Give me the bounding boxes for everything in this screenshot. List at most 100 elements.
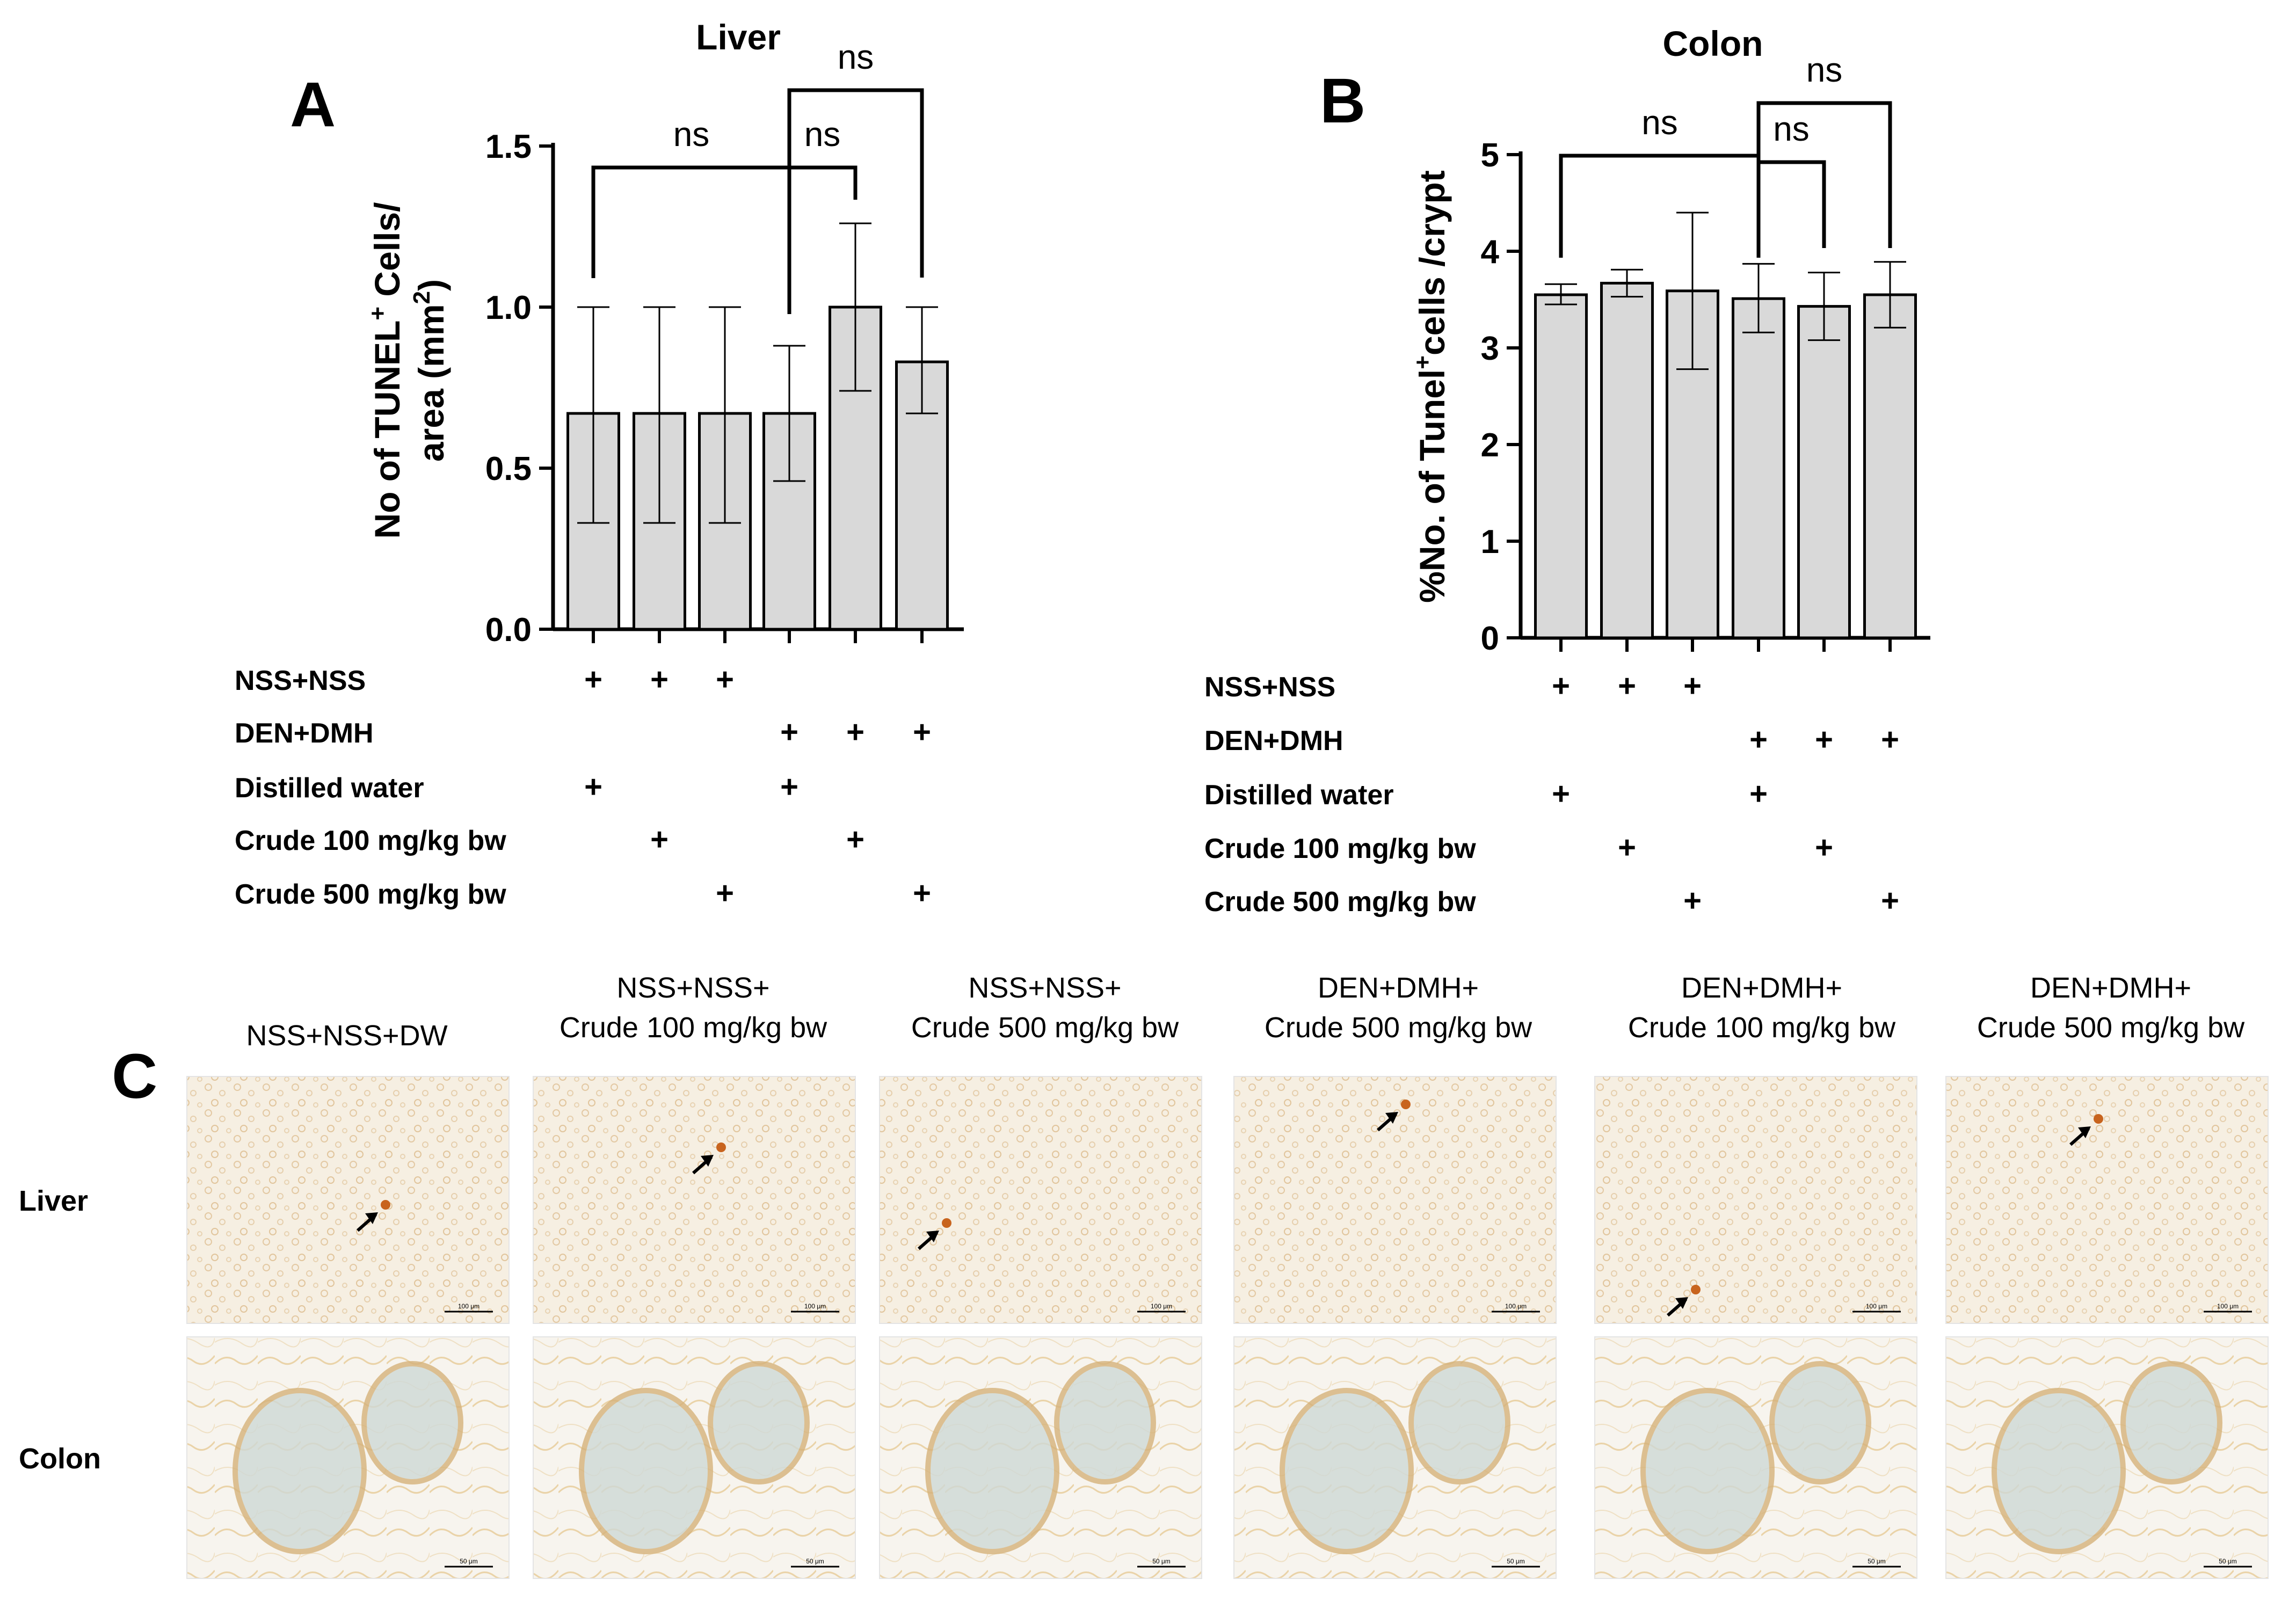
panel-b-y-axis-label: %No. of Tunel+cells /crypt bbox=[1409, 170, 1452, 603]
micrograph-header: DEN+DMH+ bbox=[2030, 972, 2191, 1004]
scale-bar-label: 50 μm bbox=[1507, 1558, 1525, 1565]
panel-b-condition-plus: + bbox=[1618, 668, 1636, 703]
panel-b-plot: 0 1 2 3 4 5 ns ns ns NSS+NSS + + + DEN+DMH + + + Distille… bbox=[1204, 50, 1930, 918]
panel-b-bar bbox=[1732, 297, 1785, 639]
panel-b-significance-bracket bbox=[1756, 160, 1826, 258]
tunel-cell-arrowhead bbox=[701, 1155, 714, 1167]
panel-a-ylabel-line2-end: ) bbox=[411, 279, 451, 291]
panel-b-condition-plus: + bbox=[1683, 668, 1702, 703]
panel-a-condition-plus: + bbox=[584, 769, 602, 804]
colon-crypt bbox=[708, 1361, 810, 1484]
panel-b-condition-plus: + bbox=[1552, 776, 1570, 811]
panel-b-condition-label: Crude 100 mg/kg bw bbox=[1204, 833, 1476, 864]
svg-text:area (mm2): area (mm2) bbox=[409, 279, 451, 462]
tunel-positive-cell bbox=[2094, 1114, 2103, 1124]
panel-a-condition-plus: + bbox=[650, 822, 669, 857]
panel-a-significance-label: ns bbox=[838, 38, 874, 76]
tunel-positive-cell bbox=[716, 1142, 726, 1152]
panel-a-significance-bracket bbox=[591, 165, 791, 314]
tunel-positive-cell bbox=[942, 1218, 951, 1228]
panel-b-significance-label: ns bbox=[1806, 50, 1843, 89]
micrograph-row-label: Liver bbox=[19, 1185, 88, 1217]
panel-b-y-tick-label: 0 bbox=[1481, 620, 1499, 657]
panel-b-y-tick-label: 5 bbox=[1481, 137, 1499, 174]
panel-b-condition-plus: + bbox=[1749, 776, 1768, 811]
colon-crypt bbox=[2120, 1361, 2222, 1484]
scale-bar-label: 100 μm bbox=[804, 1302, 826, 1310]
panel-b-condition-label: DEN+DMH bbox=[1204, 725, 1343, 756]
panel-b-condition-plus: + bbox=[1749, 722, 1768, 757]
panel-b-title: Colon bbox=[1663, 24, 1763, 63]
panel-a-condition-plus: + bbox=[716, 662, 734, 697]
tunel-cell-arrowhead bbox=[1385, 1112, 1398, 1124]
panel-b-bar bbox=[1863, 293, 1917, 639]
panel-b-y-tick-label: 4 bbox=[1481, 234, 1500, 271]
panel-a-condition-plus: + bbox=[584, 662, 602, 697]
panel-a-condition-label: Crude 100 mg/kg bw bbox=[235, 825, 506, 856]
scale-bar-label: 50 μm bbox=[2219, 1558, 2237, 1565]
panel-a-condition-plus: + bbox=[716, 876, 734, 911]
tunel-cell-arrowhead bbox=[1675, 1297, 1688, 1309]
panel-a-y-tick-label: 0.0 bbox=[485, 612, 532, 649]
colon-crypt bbox=[1769, 1361, 1871, 1484]
liver-micrograph bbox=[1945, 1076, 2269, 1324]
micrograph-header: NSS+NSS+ bbox=[968, 972, 1121, 1004]
scale-bar-label: 100 μm bbox=[1505, 1302, 1527, 1310]
tunel-positive-cell bbox=[381, 1200, 390, 1210]
panel-a-ylabel-line2-sup: 2 bbox=[409, 291, 435, 304]
scale-bar-label: 100 μm bbox=[1866, 1302, 1887, 1310]
colon-crypt bbox=[925, 1388, 1059, 1554]
panel-a-y-tick-label: 1.0 bbox=[485, 289, 532, 326]
panel-b-condition-plus: + bbox=[1815, 722, 1833, 757]
micrograph-header: DEN+DMH+ bbox=[1681, 972, 1842, 1004]
panel-b-significance-label: ns bbox=[1773, 110, 1810, 148]
panel-b-significance-bracket bbox=[1559, 154, 1761, 258]
panel-b-condition-label: NSS+NSS bbox=[1204, 672, 1335, 703]
micrograph-header: Crude 100 mg/kg bw bbox=[560, 1011, 827, 1044]
liver-micrograph bbox=[533, 1076, 856, 1324]
tunel-cell-arrowhead bbox=[2078, 1126, 2091, 1138]
panel-a: A Liver No of TUNEL+ Cells/ area (mm2) 0… bbox=[235, 17, 964, 911]
panel-b-significance-bracket bbox=[1756, 101, 1892, 258]
panel-b-ylabel-sup: + bbox=[1409, 355, 1436, 369]
micrograph-header: Crude 500 mg/kg bw bbox=[1977, 1011, 2245, 1044]
panel-b-condition-plus: + bbox=[1618, 830, 1636, 865]
panel-b-condition-plus: + bbox=[1683, 883, 1702, 918]
micrograph-grid: NSS+NSS+DW NSS+NSS+ Crude 100 mg/kg bw NSS+… bbox=[19, 972, 2269, 1579]
panel-a-letter: A bbox=[290, 69, 336, 140]
panel-a-y-axis-label: No of TUNEL+ Cells/ area (mm2) bbox=[365, 202, 451, 538]
panel-b-bar bbox=[1534, 293, 1588, 639]
panel-a-plot: 0.0 0.5 1.0 1.5 ns ns ns NSS+NSS + + + DEN+DMH + + + Di… bbox=[235, 38, 964, 911]
svg-text:No of TUNEL+ Cells/: No of TUNEL+ Cells/ bbox=[365, 202, 407, 538]
panel-a-condition-label: DEN+DMH bbox=[235, 718, 374, 749]
panel-b-bar bbox=[1797, 305, 1851, 639]
panel-b-condition-plus: + bbox=[1815, 830, 1833, 865]
liver-micrograph bbox=[1594, 1076, 1917, 1324]
panel-a-y-tick-label: 0.5 bbox=[485, 450, 532, 487]
panel-a-condition-plus: + bbox=[846, 715, 864, 749]
panel-a-significance-label: ns bbox=[804, 115, 841, 154]
panel-a-title: Liver bbox=[696, 17, 781, 57]
panel-b-bar bbox=[1600, 281, 1654, 639]
panel-b-condition-plus: + bbox=[1552, 668, 1570, 703]
colon-crypt bbox=[1280, 1388, 1414, 1554]
panel-c-letter: C bbox=[112, 1041, 157, 1112]
micrograph-header: Crude 100 mg/kg bw bbox=[1628, 1011, 1896, 1044]
panel-a-ylabel-line1-end: Cells/ bbox=[367, 202, 407, 306]
colon-crypt bbox=[1640, 1388, 1775, 1554]
panel-b-significance-label: ns bbox=[1641, 103, 1678, 142]
panel-a-condition-plus: + bbox=[780, 769, 798, 804]
micrograph-header: Crude 500 mg/kg bw bbox=[1265, 1011, 1532, 1044]
liver-micrograph bbox=[186, 1076, 510, 1324]
panel-a-significance-bracket bbox=[787, 165, 858, 314]
tunel-cell-arrowhead bbox=[926, 1231, 939, 1242]
panel-b-y-tick-label: 3 bbox=[1481, 330, 1499, 367]
scale-bar-label: 100 μm bbox=[458, 1302, 479, 1310]
panel-b-condition-plus: + bbox=[1881, 883, 1899, 918]
panel-a-condition-plus: + bbox=[650, 662, 669, 697]
scale-bar-label: 50 μm bbox=[460, 1558, 478, 1565]
colon-crypt bbox=[1054, 1361, 1156, 1484]
micrograph-header: NSS+NSS+DW bbox=[246, 1020, 447, 1052]
